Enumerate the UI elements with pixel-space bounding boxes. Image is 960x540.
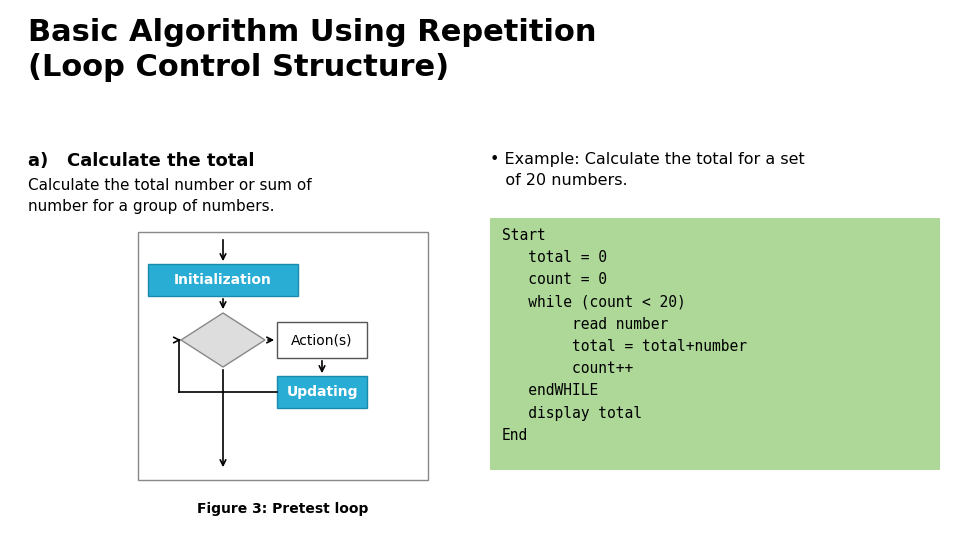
FancyBboxPatch shape — [277, 376, 367, 408]
Text: Action(s): Action(s) — [291, 333, 352, 347]
Polygon shape — [181, 313, 265, 367]
Text: Figure 3: Pretest loop: Figure 3: Pretest loop — [198, 502, 369, 516]
FancyBboxPatch shape — [148, 264, 298, 296]
Text: Basic Algorithm Using Repetition
(Loop Control Structure): Basic Algorithm Using Repetition (Loop C… — [28, 18, 596, 82]
FancyBboxPatch shape — [277, 322, 367, 358]
Text: Initialization: Initialization — [174, 273, 272, 287]
Text: • Example: Calculate the total for a set
   of 20 numbers.: • Example: Calculate the total for a set… — [490, 152, 804, 188]
Text: Calculate the total number or sum of
number for a group of numbers.: Calculate the total number or sum of num… — [28, 178, 312, 214]
Text: a)   Calculate the total: a) Calculate the total — [28, 152, 254, 170]
FancyBboxPatch shape — [490, 218, 940, 470]
Text: Updating: Updating — [286, 385, 358, 399]
FancyBboxPatch shape — [138, 232, 428, 480]
Text: Start
   total = 0
   count = 0
   while (count < 20)
        read number
      : Start total = 0 count = 0 while (count <… — [502, 228, 747, 443]
